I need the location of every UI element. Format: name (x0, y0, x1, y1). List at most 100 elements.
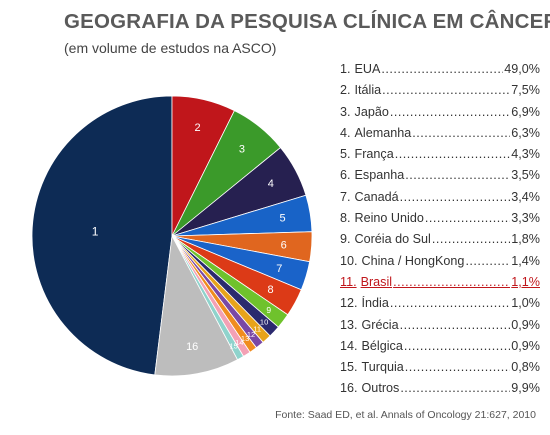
legend-label: China / HongKong (361, 253, 465, 268)
legend-item-6: 6.Espanha...............................… (340, 168, 540, 189)
legend-value: 3,5% (511, 168, 540, 183)
legend-number: 6. (340, 168, 351, 183)
legend-number: 11. (340, 274, 357, 289)
legend-value: 6,9% (511, 104, 540, 119)
legend-leader-dots: ........................................… (381, 62, 503, 76)
slice-label-8: 8 (267, 284, 273, 296)
slice-label-4: 4 (268, 178, 274, 190)
legend-label: Turquia (361, 360, 404, 375)
legend-value: 9,9% (511, 381, 540, 396)
legend-item-14: 14.Bélgica..............................… (340, 339, 540, 360)
legend-number: 15. (340, 360, 358, 375)
legend-label: Outros (361, 381, 400, 396)
legend-leader-dots: ........................................… (404, 360, 511, 375)
legend-leader-dots: ........................................… (389, 104, 510, 119)
legend-value: 3,4% (511, 189, 540, 204)
legend-leader-dots: ........................................… (399, 189, 511, 204)
legend-label: Brasil (360, 274, 393, 289)
legend-leader-dots: ........................................… (465, 253, 510, 268)
legend-item-2: 2. Itália................................… (340, 83, 540, 104)
slice-label-12: 12 (247, 330, 255, 339)
legend-value: 4,3% (511, 147, 540, 162)
chart-subtitle: (em volume de estudos na ASCO) (64, 40, 277, 56)
legend-value: 0,8% (511, 360, 540, 375)
pie-slice-1 (31, 95, 173, 376)
legend-label: Alemanha (354, 125, 412, 140)
legend-leader-dots: ........................................… (400, 381, 510, 396)
legend-number: 3. (340, 104, 351, 119)
legend-leader-dots: ........................................… (389, 296, 510, 311)
source-note: Fonte: Saad ED, et al. Annals of Oncolog… (275, 409, 536, 421)
legend-number: 14. (340, 338, 358, 353)
legend-item-16: 16.Outros...............................… (340, 381, 540, 402)
legend-number: 9. (340, 232, 351, 247)
legend-label: Grécia (361, 317, 399, 332)
legend-item-9: 9.Coréia do Sul.........................… (340, 232, 540, 253)
slice-label-1: 1 (92, 225, 99, 239)
legend-label: Bélgica (361, 338, 403, 353)
slice-label-13: 13 (241, 334, 249, 343)
legend-item-13: 13.Grécia...............................… (340, 318, 540, 339)
legend-item-1: 1.EUA...................................… (340, 62, 540, 83)
legend-number: 5. (340, 147, 351, 162)
legend-value: 0,9% (511, 317, 540, 332)
legend-value: 7,5% (511, 83, 540, 98)
legend-item-5: 5.França................................… (340, 147, 540, 168)
legend-number: 13. (340, 317, 358, 332)
legend-item-4: 4.Alemanha..............................… (340, 126, 540, 147)
legend-item-12: 12.Índia................................… (340, 296, 540, 317)
legend-label: EUA (354, 62, 381, 76)
legend: 1.EUA...................................… (340, 62, 540, 403)
legend-item-10: 10.China / HongKong.....................… (340, 254, 540, 275)
legend-item-7: 7.Canadá................................… (340, 190, 540, 211)
slice-label-10: 10 (260, 318, 268, 327)
slice-label-3: 3 (239, 143, 245, 155)
legend-item-15: 15.Turquia..............................… (340, 360, 540, 381)
legend-value: 1,0% (511, 296, 540, 311)
legend-leader-dots: ........................................… (405, 168, 510, 183)
legend-leader-dots: ........................................… (399, 317, 511, 332)
legend-leader-dots: ........................................… (393, 274, 511, 289)
slice-label-16: 16 (186, 341, 198, 353)
legend-value: 1,8% (511, 232, 540, 247)
pie-slice-16 (154, 234, 239, 377)
slice-label-2: 2 (195, 122, 201, 134)
slice-label-7: 7 (276, 263, 282, 275)
legend-number: 2. (340, 83, 351, 98)
legend-number: 8. (340, 211, 351, 226)
slice-label-6: 6 (281, 240, 287, 252)
legend-value: 6,3% (511, 125, 540, 140)
legend-item-3: 3.Japão.................................… (340, 105, 540, 126)
slice-label-9: 9 (266, 305, 271, 315)
legend-number: 1. (340, 62, 351, 76)
legend-label: Canadá (354, 189, 399, 204)
legend-label: França (354, 147, 394, 162)
slice-label-14: 14 (235, 338, 243, 347)
legend-value: 3,3% (511, 211, 540, 226)
slice-label-11: 11 (253, 325, 261, 334)
legend-number: 10. (340, 253, 358, 268)
legend-label: Itália (354, 83, 382, 98)
legend-leader-dots: ........................................… (424, 211, 510, 226)
legend-item-11: 11.Brasil...............................… (340, 275, 540, 296)
legend-number: 7. (340, 189, 351, 204)
legend-value: 1,1% (511, 274, 540, 289)
legend-number: 16. (340, 381, 358, 396)
legend-leader-dots: ........................................… (431, 232, 511, 247)
legend-leader-dots: ........................................… (412, 125, 511, 140)
legend-value: 49,0% (504, 62, 540, 76)
legend-label: Japão (354, 104, 389, 119)
legend-leader-dots: ........................................… (403, 338, 510, 353)
legend-label: Espanha (354, 168, 405, 183)
legend-number: 4. (340, 125, 351, 140)
legend-value: 0,9% (511, 338, 540, 353)
legend-leader-dots: ........................................… (394, 147, 511, 162)
slice-label-5: 5 (279, 213, 285, 225)
legend-value: 1,4% (511, 253, 540, 268)
legend-leader-dots: ........................................… (382, 83, 511, 98)
legend-item-8: 8.Reino Unido...........................… (340, 211, 540, 232)
slice-label-15: 15 (230, 342, 238, 351)
legend-label: Índia (361, 296, 389, 311)
legend-number: 12. (340, 296, 358, 311)
